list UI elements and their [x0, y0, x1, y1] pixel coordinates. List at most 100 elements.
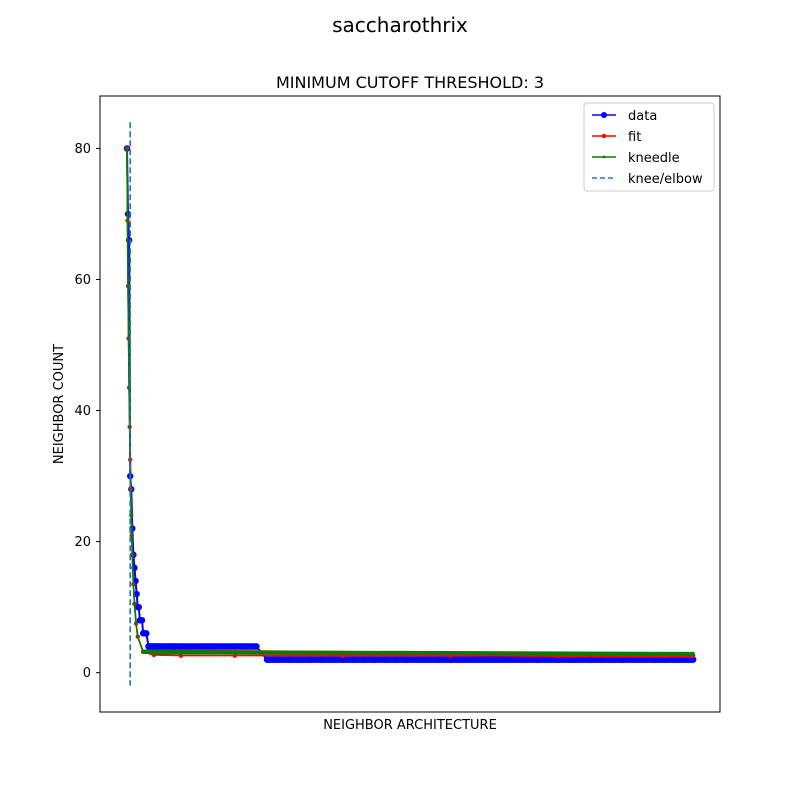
data-point-data	[360, 656, 368, 663]
data-point-kneedle	[125, 147, 129, 150]
data-point-fit	[232, 653, 237, 658]
data-point-fit	[178, 653, 184, 658]
data-point-data	[684, 656, 691, 663]
y-axis-ticks: 0 20 40 60 80	[74, 142, 100, 681]
data-point-kneedle	[179, 652, 183, 655]
y-tick-label: 40	[74, 404, 91, 419]
data-point-data	[307, 656, 314, 663]
data-point-data	[544, 656, 551, 663]
data-point-data	[133, 590, 140, 598]
data-point-data	[285, 656, 292, 663]
data-point-data	[220, 643, 228, 650]
data-point-data	[608, 656, 616, 663]
y-tick-label: 20	[74, 535, 91, 550]
y-tick-label: 60	[74, 273, 91, 288]
data-point-data	[565, 656, 573, 663]
data-point-kneedle	[341, 652, 344, 655]
data-point-data	[135, 603, 143, 611]
chart-title: MINIMUM CUTOFF THRESHOLD: 3	[276, 73, 544, 92]
y-axis-label: NEIGHBOR COUNT	[52, 344, 67, 464]
legend-box	[583, 102, 715, 192]
data-point-fit	[340, 653, 345, 658]
data-point-data	[511, 656, 519, 663]
data-point-data	[210, 643, 217, 650]
data-point-data	[339, 656, 346, 663]
data-point-kneedle	[128, 425, 131, 429]
series-line-data	[126, 148, 693, 661]
data-point-data	[425, 656, 433, 663]
data-point-data	[296, 656, 303, 663]
data-point-data	[177, 643, 185, 650]
chart-suptitle: saccharothrix	[332, 13, 468, 37]
data-point-kneedle	[134, 622, 138, 625]
data-point-data	[166, 643, 174, 650]
legend-item-data: data	[592, 109, 657, 124]
data-point-data	[138, 617, 146, 624]
data-point-kneedle	[131, 553, 134, 557]
data-point-kneedle	[127, 337, 130, 340]
data-point-data	[598, 656, 605, 663]
plot-area	[123, 122, 697, 686]
data-point-data	[522, 656, 530, 663]
data-point-kneedle	[126, 219, 129, 222]
data-point-data	[662, 656, 670, 663]
data-point-data	[231, 643, 238, 650]
data-point-data	[501, 656, 508, 663]
data-point-data	[576, 656, 584, 663]
data-point-data	[641, 656, 648, 663]
data-point-data	[350, 656, 357, 663]
data-point-data	[199, 643, 206, 650]
data-point-data	[274, 656, 282, 663]
data-point-data	[263, 656, 271, 663]
data-point-data	[630, 656, 637, 663]
legend-marker-kneedle	[602, 155, 606, 159]
data-point-kneedle	[133, 602, 136, 606]
legend-marker-data	[601, 112, 607, 118]
data-point-data	[447, 656, 454, 663]
data-point-kneedle	[449, 652, 452, 655]
data-point-kneedle	[126, 284, 130, 288]
legend-item-fit: fit	[592, 130, 641, 145]
plot-frame	[99, 95, 721, 713]
legend-label-fit: fit	[628, 130, 641, 145]
data-point-data	[404, 656, 411, 663]
data-point-data	[328, 656, 336, 663]
data-point-data	[458, 656, 465, 663]
data-point-data	[619, 656, 627, 663]
data-point-data	[652, 656, 659, 663]
series-line-fit	[126, 148, 693, 657]
data-point-data	[673, 656, 681, 663]
data-point-kneedle	[152, 652, 156, 655]
data-point-data	[393, 656, 400, 663]
data-point-data	[188, 643, 195, 650]
data-point-kneedle	[233, 652, 237, 655]
legend-marker-fit	[601, 133, 607, 139]
data-point-data	[479, 656, 486, 663]
legend-label-data: data	[628, 109, 657, 124]
data-point-data	[533, 656, 540, 663]
data-point-kneedle	[136, 635, 140, 638]
data-point-data	[468, 656, 476, 663]
legend: data fit kneedle knee/elbow	[583, 102, 715, 192]
data-point-data	[242, 643, 249, 650]
data-point-kneedle	[129, 487, 133, 491]
data-point-kneedle	[130, 533, 134, 537]
data-point-kneedle	[132, 582, 135, 586]
y-tick-label: 0	[83, 666, 91, 681]
data-point-data	[555, 656, 562, 663]
data-point-kneedle	[664, 652, 668, 655]
data-point-kneedle	[556, 652, 560, 655]
data-point-data	[689, 656, 697, 663]
data-point-data	[253, 643, 260, 650]
legend-item-kneedle: kneedle	[592, 151, 680, 166]
data-point-data	[414, 656, 422, 663]
legend-label-kneedle: kneedle	[628, 151, 680, 166]
x-axis-label: NEIGHBOR ARCHITECTURE	[323, 718, 497, 733]
data-point-data	[156, 643, 163, 650]
series-line-kneedle	[126, 148, 693, 655]
data-point-data	[490, 656, 497, 663]
data-point-kneedle	[141, 650, 145, 654]
data-point-data	[172, 643, 179, 650]
data-point-data	[371, 656, 379, 663]
